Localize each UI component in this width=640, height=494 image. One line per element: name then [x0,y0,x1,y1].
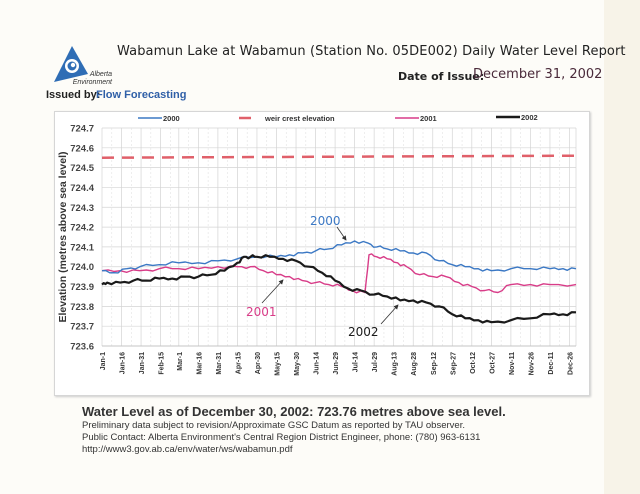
y-tick-label: 724.4 [70,183,94,194]
annotations: 2000 2001 2002 [246,214,399,339]
x-tick-label: Aug-28 [411,352,418,376]
logo-text: Alberta Environment [72,71,112,87]
alberta-environment-logo [54,46,88,82]
x-tick-label: Jul-14 [353,352,360,372]
x-tick-label: Aug-13 [392,352,399,376]
series-line-weir-crest [101,154,577,159]
issued-by-label: Issued by: [46,89,101,101]
issued-by-value: Flow Forecasting [96,89,187,101]
current-water-level: Water Level as of December 30, 2002: 723… [82,404,506,419]
legend-label-2000: 2000 [163,114,180,123]
x-tick-label: Jun-14 [314,352,321,375]
y-tick-label: 724.7 [70,124,94,135]
legend-label-2001: 2001 [420,114,437,123]
x-tick-label: Jan-16 [120,352,127,374]
x-tick-label: Jul-29 [372,352,379,372]
x-tick-label: Mar-16 [196,352,203,375]
annotation-2000-arrow [336,226,347,241]
y-tick-label: 723.7 [70,322,94,333]
x-tick-label: Apr-15 [235,352,242,374]
series-line-2002 [101,254,577,324]
y-tick-label: 723.8 [70,302,94,313]
annotation-2002-arrow [380,304,399,325]
x-tick-label: Jan-1 [100,352,107,370]
x-tick-label: Jan-31 [139,352,146,374]
page-edge [604,0,640,494]
x-tick-label: Nov-11 [509,352,516,375]
x-tick-label: Apr-30 [255,352,262,374]
x-tick-label: Mar-1 [177,352,184,371]
footer-url[interactable]: http://www3.gov.ab.ca/env/water/ws/wabam… [82,444,293,455]
x-tick-label: Dec-11 [548,352,555,375]
footer-public-contact: Public Contact: Alberta Environment's Ce… [82,432,481,443]
legend-label-2002: 2002 [521,113,538,122]
y-axis-label: Elevation (metres above sea level) [57,152,69,323]
x-tick-label: May-30 [294,352,301,376]
date-of-issue-label: Date of Issue: [398,70,485,83]
y-axis-ticks: 724.7 724.6 724.5 724.4 724.3 724.2 724.1 724.0… [70,124,94,353]
x-tick-label: Nov-26 [528,352,535,375]
y-tick-label: 724.2 [70,223,94,234]
grid-lines [101,127,577,347]
logo-text-line1: Alberta [89,71,112,78]
date-of-issue-value: December 31, 2002 [473,67,603,82]
y-tick-label: 724.0 [70,262,94,273]
x-tick-label: May-15 [274,352,281,376]
series-lines [101,154,577,324]
x-tick-label: Jun-29 [333,352,340,375]
legend: 2000 weir crest elevation 2001 2002 [138,113,538,123]
y-tick-label: 723.9 [70,282,94,293]
y-tick-label: 724.6 [70,143,94,154]
legend-label-weir: weir crest elevation [264,114,335,123]
x-tick-label: Oct-27 [489,352,496,374]
y-tick-label: 724.1 [70,242,94,253]
y-tick-label: 724.5 [70,163,94,174]
x-axis-ticks: Jan-1 Jan-16 Jan-31 Feb-15 Mar-1 Mar-16 Mar-31… [100,352,574,376]
x-tick-label: Feb-15 [159,352,166,375]
report-title: Wabamun Lake at Wabamun (Station No. 05D… [117,44,626,59]
series-line-2001 [101,253,577,294]
logo-text-line2: Environment [72,79,112,86]
x-tick-label: Dec-26 [567,352,574,375]
x-tick-label: Mar-31 [216,352,223,375]
annotation-2001-arrow [261,279,284,304]
annotation-2000-label: 2000 [310,214,341,228]
y-tick-label: 723.6 [70,342,94,353]
x-tick-label: Oct-12 [470,352,477,374]
x-tick-label: Sep-12 [431,352,438,375]
annotation-2001-label: 2001 [246,305,277,319]
x-tick-label: Sep-27 [450,352,457,375]
footer-note-preliminary: Preliminary data subject to revision/App… [82,420,465,431]
y-tick-label: 724.3 [70,203,94,214]
series-line-2000 [101,240,577,274]
annotation-2002-label: 2002 [348,325,379,339]
